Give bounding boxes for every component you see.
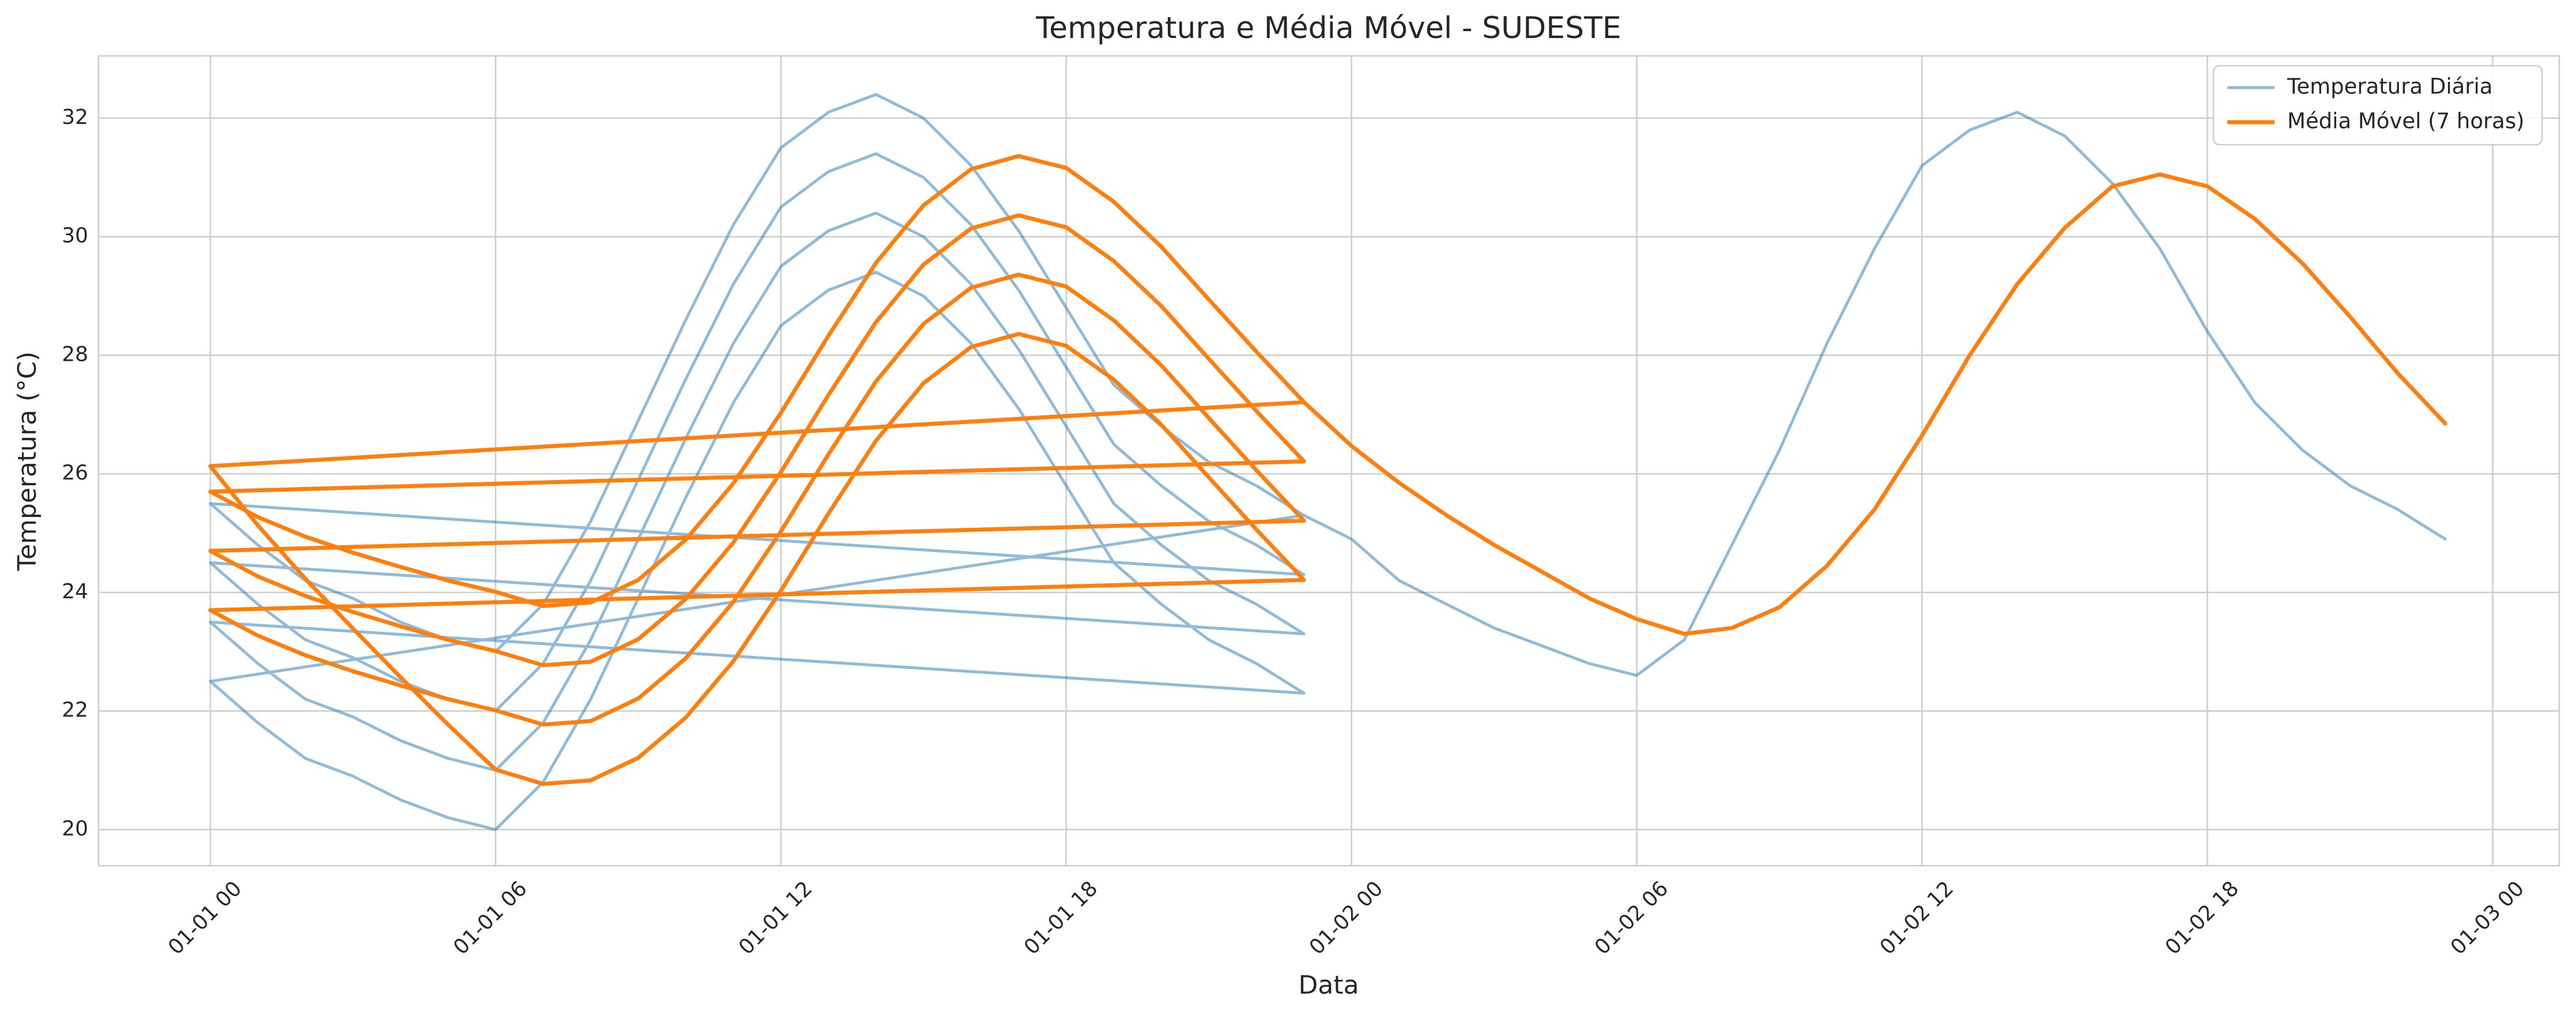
y-tick-label: 32 <box>62 105 88 129</box>
legend-box <box>2212 65 2543 146</box>
y-tick-label: 30 <box>62 224 88 248</box>
legend: Temperatura Diária Média Móvel (7 horas) <box>2212 65 2543 146</box>
x-axis-label: Data <box>1298 971 1359 1000</box>
data-line <box>208 154 2447 786</box>
y-tick-label: 24 <box>62 580 88 603</box>
y-tick-label: 26 <box>62 461 88 485</box>
plot-lines <box>208 93 2447 831</box>
y-tick-label: 28 <box>62 342 88 366</box>
y-tick-label: 20 <box>62 817 88 840</box>
y-tick-label: 22 <box>62 699 88 722</box>
plot-frame <box>97 55 2560 867</box>
data-line <box>209 93 2447 831</box>
legend-label: Média Móvel (7 horas) <box>2287 109 2525 134</box>
y-axis-label: Temperatura (°C) <box>13 352 42 572</box>
chart-title: Temperatura e Média Móvel - SUDESTE <box>1035 11 1621 46</box>
legend-label: Temperatura Diária <box>2287 74 2492 99</box>
